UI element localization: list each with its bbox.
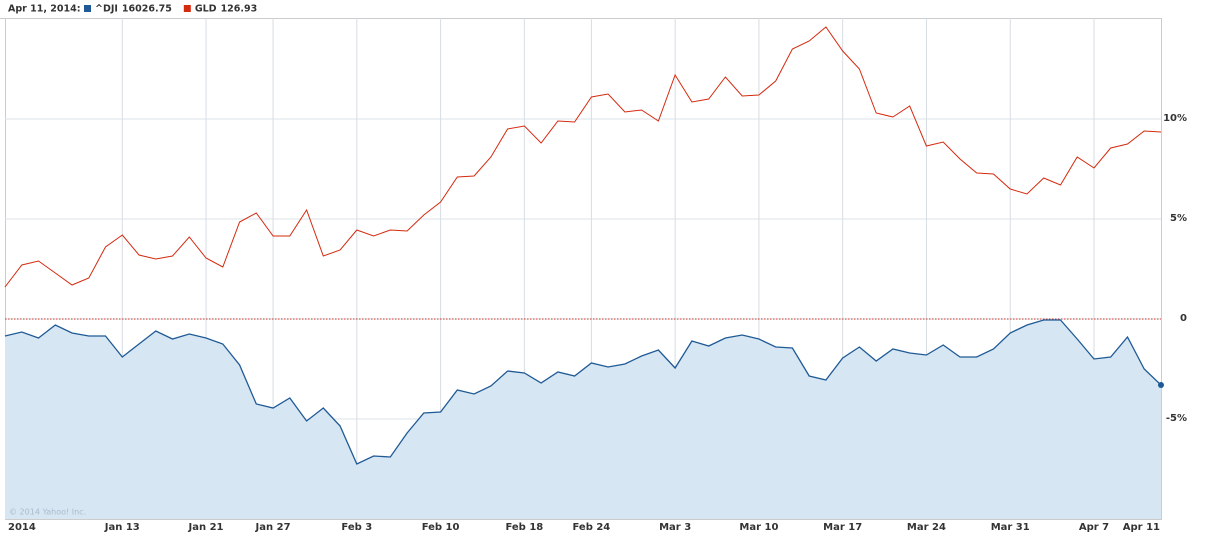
end-marker xyxy=(1158,382,1164,388)
line xyxy=(4,319,1162,465)
line xyxy=(4,26,1162,288)
date-label: Apr 11, 2014: xyxy=(8,4,81,15)
y-tick-label: -5% xyxy=(1166,413,1187,424)
legend-swatch xyxy=(84,5,91,12)
x-tick-label: Apr 7 xyxy=(1079,522,1109,533)
x-tick-label: Feb 3 xyxy=(341,522,372,533)
x-tick-label: Jan 13 xyxy=(104,522,140,533)
x-tick-label: Mar 3 xyxy=(659,522,691,533)
legend-value: 126.93 xyxy=(221,4,258,15)
x-tick-label: Mar 24 xyxy=(907,522,946,533)
x-tick-label: Mar 31 xyxy=(991,522,1030,533)
x-tick-label: Feb 24 xyxy=(572,522,610,533)
x-tick-label: Apr 11 xyxy=(1123,522,1160,533)
y-tick-label: 10% xyxy=(1163,113,1187,124)
x-tick-label: Mar 10 xyxy=(739,522,778,533)
area xyxy=(5,320,1161,519)
x-tick-label: Jan 21 xyxy=(188,522,224,533)
legend-value: 16026.75 xyxy=(122,4,172,15)
y-tick-label: 0 xyxy=(1180,313,1187,324)
legend-name: ^DJI xyxy=(95,4,118,15)
x-tick-label: Feb 18 xyxy=(505,522,543,533)
copyright: © 2014 Yahoo! Inc. xyxy=(9,508,86,517)
legend-name: GLD xyxy=(195,4,217,15)
y-tick-label: 5% xyxy=(1170,213,1187,224)
x-tick-label: Jan 27 xyxy=(255,522,291,533)
legend-swatch xyxy=(183,5,191,12)
x-tick-label: Feb 10 xyxy=(422,522,460,533)
x-tick-label: 2014 xyxy=(8,522,36,533)
plot-frame xyxy=(5,18,1162,520)
header: Apr 11, 2014: ^DJI 16026.75 GLD 126.93 xyxy=(8,4,257,15)
x-tick-label: Mar 17 xyxy=(823,522,862,533)
